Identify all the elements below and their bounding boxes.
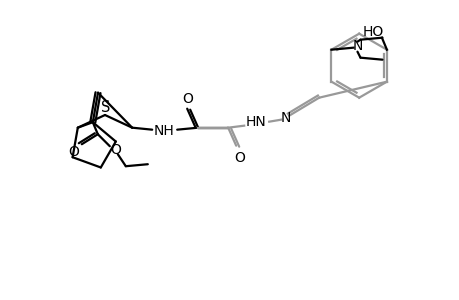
Text: O: O <box>181 92 192 106</box>
Text: O: O <box>233 151 244 165</box>
Text: S: S <box>101 100 111 115</box>
Text: HO: HO <box>362 25 383 39</box>
Text: N: N <box>352 39 362 53</box>
Text: HN: HN <box>245 115 266 129</box>
Text: N: N <box>280 111 291 125</box>
Text: O: O <box>68 145 79 159</box>
Text: NH: NH <box>153 124 174 138</box>
Text: O: O <box>110 143 121 157</box>
